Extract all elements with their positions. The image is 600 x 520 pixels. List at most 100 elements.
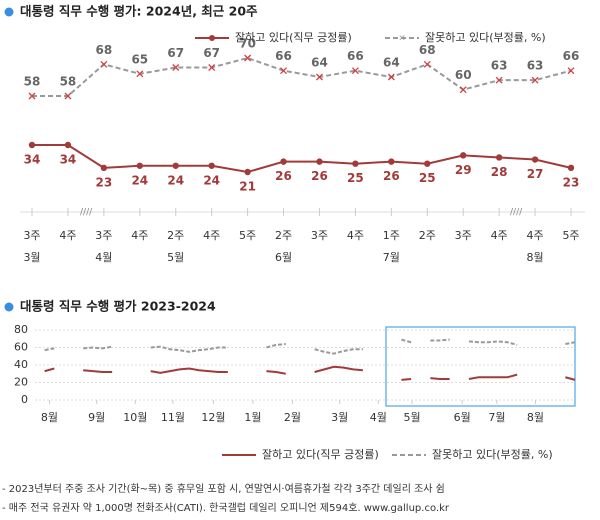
point (100, 60, 108, 68)
data-label: 66 (347, 49, 364, 63)
x-tick-label: 8월 (41, 411, 58, 424)
chart-title: 대통령 직무 수행 평가 2023-2024 (20, 299, 216, 314)
data-label: 23 (563, 175, 580, 189)
point (28, 141, 36, 149)
data-label: 70 (239, 37, 256, 51)
point (316, 158, 323, 165)
y-tick-label: 0 (21, 393, 28, 406)
data-label: 60 (455, 68, 472, 82)
point (388, 158, 395, 165)
x-group-label: 6월 (275, 251, 292, 264)
data-label: 21 (239, 180, 256, 194)
x-group-label: 3월 (23, 251, 40, 264)
x-tick-label: 2주 (275, 229, 292, 242)
series-line (32, 144, 572, 174)
data-label: 26 (275, 169, 292, 183)
x-tick-label: 4주 (347, 229, 364, 242)
legend-label: 잘하고 있다(직무 긍정률) (235, 30, 352, 44)
point (64, 92, 72, 100)
x-tick-label: 3주 (311, 229, 328, 242)
data-label: 67 (203, 46, 220, 60)
x-tick-label: 1주 (383, 229, 400, 242)
data-label: 63 (527, 59, 544, 73)
point (460, 152, 467, 159)
x-tick-label: 5주 (562, 229, 579, 242)
data-label: 58 (60, 75, 77, 89)
x-tick-label: 7월 (488, 411, 505, 424)
x-tick-label: 4주 (527, 229, 544, 242)
data-label: 66 (275, 49, 292, 63)
legend-label: 잘못하고 있다(부정률, %) (432, 447, 553, 461)
point (136, 162, 143, 169)
x-tick-label: 2주 (419, 229, 436, 242)
data-label: 24 (203, 173, 220, 187)
data-label: 67 (167, 46, 184, 60)
point (567, 164, 575, 172)
legend-label: 잘하고 있다(직무 긍정률) (262, 447, 379, 461)
note: - 매주 전국 유권자 약 1,000명 전화조사(CATI). 한국갤럽 데일… (2, 502, 450, 514)
point (244, 54, 252, 62)
x-tick-label: 3월 (331, 411, 348, 424)
data-label: 23 (96, 175, 113, 189)
bullet (4, 302, 14, 312)
series-line (44, 365, 576, 381)
x-group-label: 7월 (383, 251, 400, 264)
point (352, 160, 359, 167)
x-tick-label: 3주 (23, 229, 40, 242)
data-label: 27 (527, 167, 544, 181)
y-tick-label: 80 (14, 323, 28, 336)
axis-break: //// (510, 208, 523, 218)
y-tick-label: 60 (14, 341, 28, 354)
data-label: 34 (24, 153, 41, 167)
x-group-label: 5월 (167, 251, 184, 264)
point (208, 64, 216, 71)
axis-break: //// (80, 208, 93, 218)
point (208, 162, 215, 169)
data-label: 65 (131, 52, 148, 66)
data-label: 58 (24, 75, 41, 89)
legend-label: 잘못하고 있다(부정률, %) (425, 30, 546, 44)
chart-title: 대통령 직무 수행 평가: 2024년, 최근 20주 (20, 4, 258, 19)
x-tick-label: 1월 (244, 411, 261, 424)
point (280, 67, 287, 75)
bullet (4, 7, 14, 17)
data-label: 24 (131, 173, 148, 187)
x-tick-label: 2주 (167, 229, 184, 242)
point (495, 154, 503, 161)
legend-marker (209, 35, 215, 41)
data-label: 64 (383, 56, 400, 70)
point (136, 70, 144, 78)
x-tick-label: 12월 (201, 411, 225, 424)
point (28, 92, 36, 100)
point (172, 162, 179, 169)
x-tick-label: 3주 (455, 229, 472, 242)
data-label: 24 (167, 173, 184, 187)
data-label: 25 (419, 171, 436, 185)
data-label: 66 (563, 49, 580, 63)
y-tick-label: 40 (14, 358, 28, 371)
data-label: 68 (96, 43, 113, 57)
x-tick-label: 4주 (131, 229, 148, 242)
x-tick-label: 3주 (95, 229, 112, 242)
point (495, 76, 503, 84)
data-label: 63 (491, 59, 508, 73)
data-label: 28 (491, 165, 508, 179)
x-tick-label: 5주 (239, 229, 256, 242)
note: - 2023년부터 주중 조사 기간(화~목) 중 휴무일 포함 시, 연말연시… (2, 483, 445, 495)
point (64, 141, 72, 149)
x-group-label: 4월 (95, 251, 112, 264)
x-tick-label: 8월 (527, 411, 544, 424)
data-label: 25 (347, 171, 364, 185)
legend-marker: × (398, 34, 406, 44)
point (531, 156, 539, 163)
point (387, 73, 395, 81)
data-label: 68 (419, 43, 436, 57)
x-tick-label: 4주 (59, 229, 76, 242)
x-tick-label: 5월 (403, 411, 420, 424)
point (459, 86, 467, 94)
point (423, 60, 431, 68)
point (100, 164, 108, 172)
point (316, 73, 323, 81)
data-label: 34 (60, 153, 77, 167)
data-label: 26 (311, 169, 328, 183)
